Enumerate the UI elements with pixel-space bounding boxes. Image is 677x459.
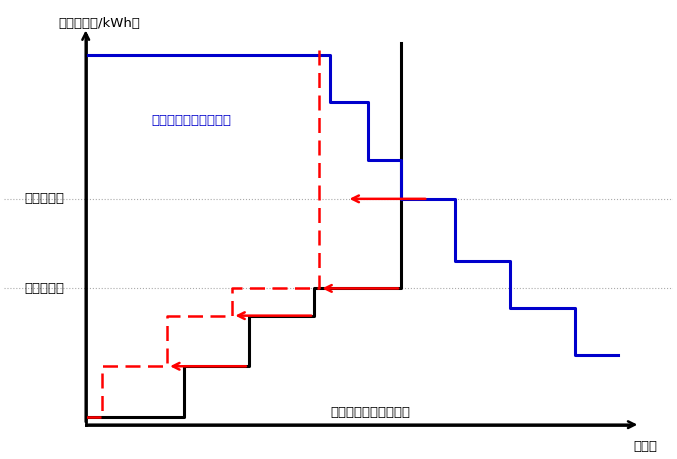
Text: 市場価格１: 市場価格１ — [24, 282, 64, 295]
Text: 市場価格２: 市場価格２ — [24, 192, 64, 205]
Text: 売り入札（供給曲線）: 売り入札（供給曲線） — [330, 406, 410, 419]
Text: 入札額（円/kWh）: 入札額（円/kWh） — [58, 17, 140, 30]
Text: 買い入札（需要曲線）: 買い入札（需要曲線） — [151, 114, 231, 128]
Text: 入札量: 入札量 — [634, 440, 657, 453]
